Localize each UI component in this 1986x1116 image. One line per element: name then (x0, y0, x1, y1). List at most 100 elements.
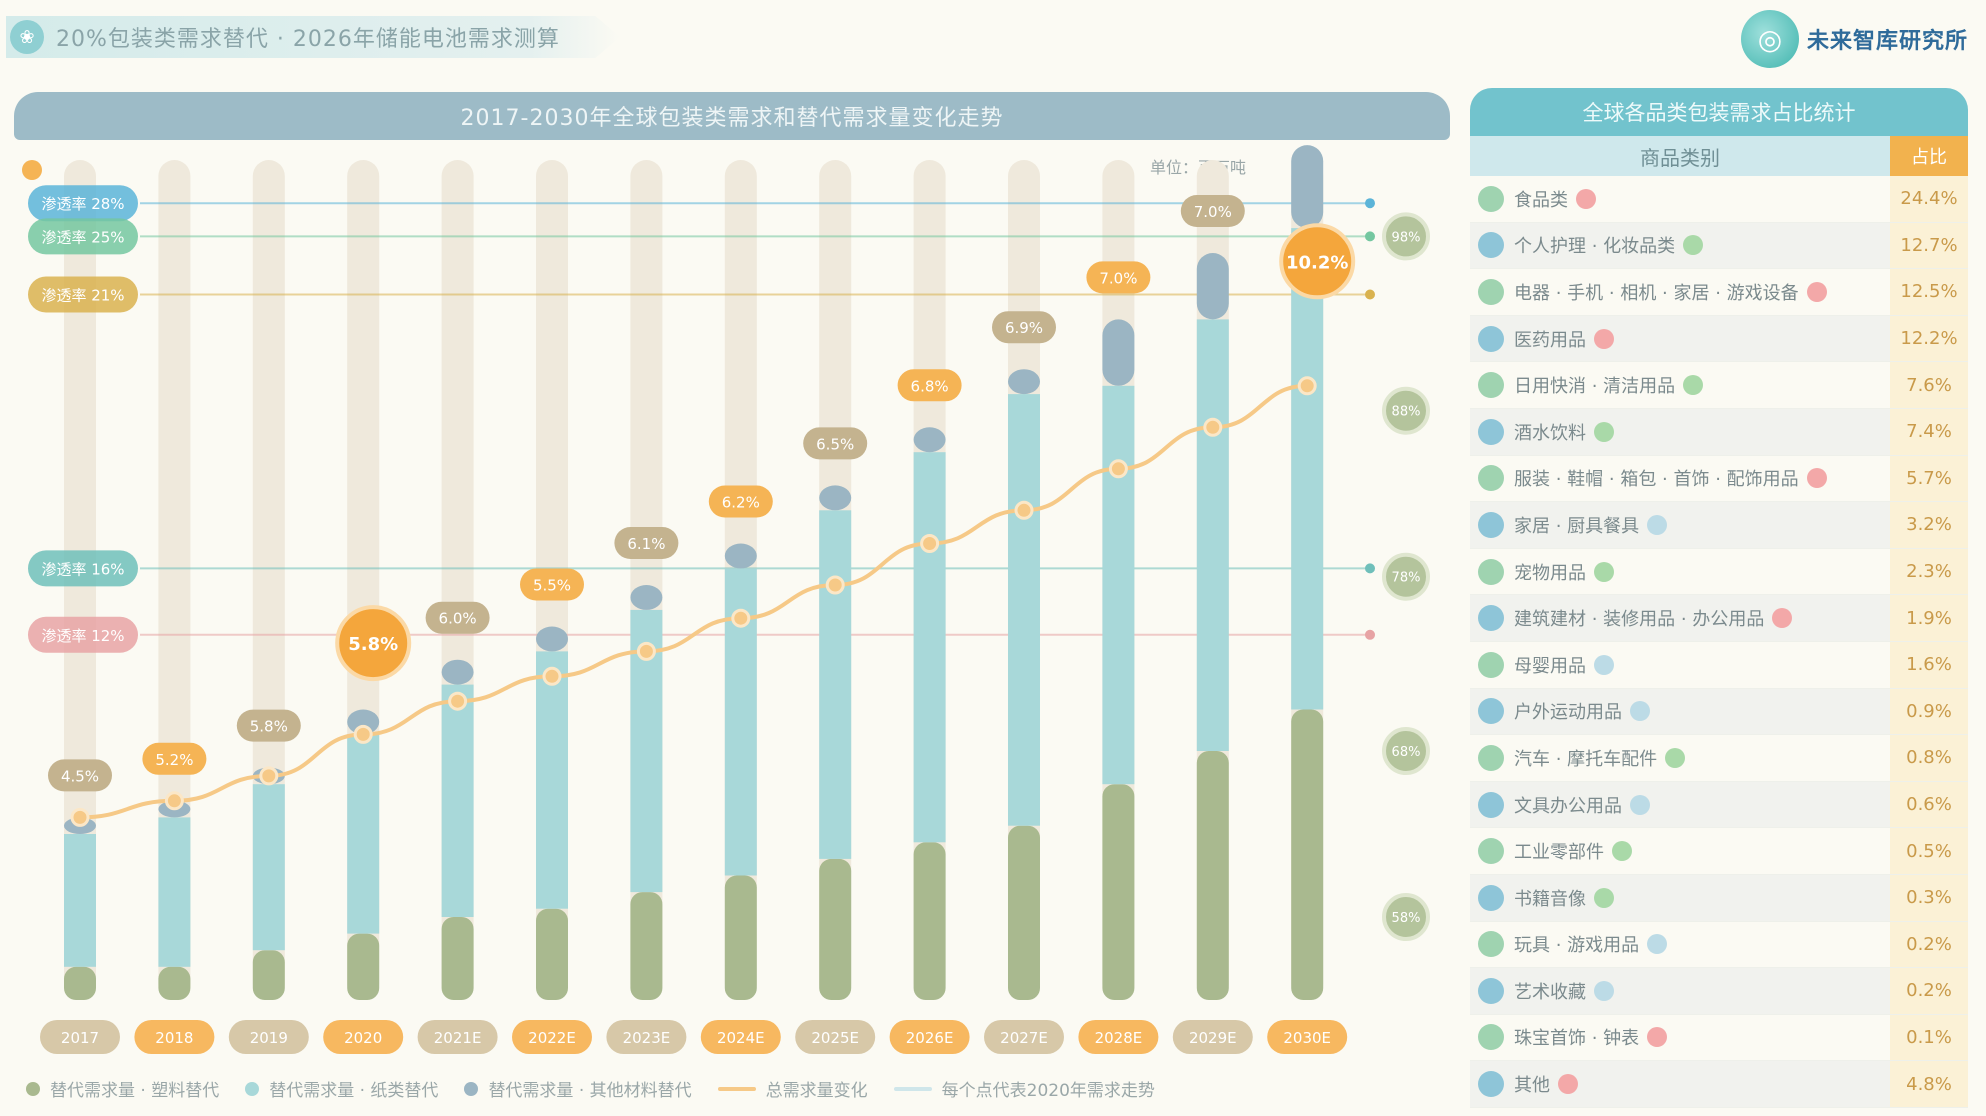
category-label: 2021E (434, 1029, 482, 1047)
data-label-pill (1180, 195, 1245, 227)
row-category: 宠物用品 (1514, 559, 1890, 585)
line-point (1108, 459, 1128, 479)
row-value: 1.6% (1890, 641, 1968, 688)
data-label: 6.2% (722, 494, 760, 512)
row-category-label: 艺术收藏 (1514, 981, 1586, 1003)
row-category-label: 汽车 · 摩托车配件 (1514, 748, 1658, 770)
category-pill (889, 1020, 970, 1054)
header-title: 20%包装类需求替代 · 2026年储能电池需求测算 (56, 27, 560, 52)
trend-tag-icon (1772, 608, 1793, 629)
line-point (636, 641, 656, 661)
table-row: 建筑建材 · 装修用品 · 办公用品 1.9% (1470, 595, 1968, 642)
right-marker-label: 58% (1392, 911, 1421, 926)
trend-tag-icon (1647, 1027, 1668, 1048)
data-label-pill (425, 601, 490, 634)
category-pill (1172, 1020, 1253, 1054)
line-point (731, 608, 751, 628)
row-value: 7.4% (1890, 408, 1968, 455)
leaf-icon: ❀ (10, 20, 44, 54)
legend-swatch (717, 1086, 756, 1091)
row-value: 0.2% (1890, 968, 1968, 1014)
reference-pill (28, 185, 138, 222)
chart-title: 2017-2030年全球包装类需求和替代需求量变化走势 (14, 92, 1450, 140)
row-category: 食品类 (1514, 186, 1890, 212)
row-category: 其他 (1514, 1071, 1890, 1097)
right-marker (1382, 552, 1430, 601)
table-row: 日用快消 · 清洁用品 7.6% (1470, 362, 1968, 409)
reference-label: 渗透率 12% (41, 627, 124, 645)
legend-item: 替代需求量 · 塑料替代 (26, 1076, 219, 1101)
bar-segment (724, 875, 757, 1000)
category-label: 2025E (811, 1029, 859, 1047)
brand: ◎ 未来智库研究所 (1740, 10, 1968, 68)
data-label-pill (992, 311, 1056, 344)
category-pill (606, 1020, 687, 1054)
bar-segment (630, 585, 663, 610)
row-category: 玩具 · 游戏用品 (1514, 931, 1890, 957)
row-category-label: 酒水饮料 (1514, 422, 1586, 444)
reference-label: 渗透率 25% (41, 228, 124, 246)
legend-item: 替代需求量 · 纸类替代 (245, 1076, 438, 1101)
row-bullet-icon (1478, 465, 1504, 492)
bar-segment (64, 966, 96, 1000)
category-pill (417, 1020, 498, 1054)
line-point (1297, 376, 1317, 396)
trend-tag-icon (1594, 561, 1614, 582)
row-value: 1.9% (1890, 595, 1968, 641)
bar-segment (1102, 319, 1135, 386)
category-pill (1267, 1020, 1348, 1054)
bar-segment (1008, 394, 1040, 826)
data-label: 7.0% (1194, 203, 1232, 221)
row-category: 个人护理 · 化妆品类 (1514, 232, 1890, 258)
row-category: 医药用品 (1514, 326, 1890, 352)
table-row: 宠物用品 2.3% (1470, 548, 1968, 596)
bar-segment (252, 784, 285, 951)
bar-track (158, 160, 191, 1000)
category-label: 2030E (1283, 1029, 1331, 1047)
legend-swatch (245, 1081, 260, 1096)
table-row: 艺术收藏 0.2% (1470, 968, 1968, 1015)
table-row: 其他 4.8% (1470, 1061, 1968, 1108)
data-label-pill (897, 369, 962, 402)
row-category-label: 服装 · 鞋帽 · 箱包 · 首饰 · 配饰用品 (1514, 469, 1799, 491)
category-pill (228, 1020, 309, 1054)
legend-item: 总需求量变化 (717, 1076, 868, 1101)
row-bullet-icon (1478, 931, 1504, 958)
row-value: 3.2% (1890, 502, 1968, 548)
trend-tag-icon (1558, 1074, 1578, 1095)
legend-label: 替代需求量 · 其他材料替代 (488, 1081, 692, 1101)
trend-tag-icon (1630, 701, 1650, 722)
bar-segment (819, 485, 852, 511)
row-bullet-icon (1478, 325, 1504, 352)
row-value: 4.8% (1890, 1061, 1968, 1107)
row-value: 24.4% (1890, 176, 1968, 222)
category-pill (40, 1020, 120, 1054)
trend-tag-icon (1647, 514, 1668, 535)
table-row: 家居 · 厨具餐具 3.2% (1470, 502, 1968, 549)
row-category: 家居 · 厨具餐具 (1514, 512, 1890, 538)
bar-segment (1196, 319, 1229, 751)
data-label-pill (803, 427, 868, 460)
table-row: 户外运动用品 0.9% (1470, 688, 1968, 736)
row-bullet-icon (1478, 651, 1504, 678)
highlight-bubble (335, 605, 412, 682)
line-point (448, 691, 468, 711)
bar-segment (724, 543, 757, 569)
data-label: 6.1% (627, 535, 665, 553)
category-pill (700, 1020, 781, 1054)
trend-tag-icon (1665, 747, 1686, 768)
data-label: 6.9% (1005, 319, 1043, 337)
row-category: 艺术收藏 (1514, 978, 1890, 1004)
row-bullet-icon (1478, 372, 1504, 399)
row-category-label: 食品类 (1514, 189, 1568, 211)
row-category-label: 玩具 · 游戏用品 (1514, 935, 1640, 957)
data-label: 6.8% (911, 377, 949, 395)
category-pill (323, 1020, 404, 1054)
side-table-header: 商品类别 占比 (1470, 136, 1968, 176)
row-category-label: 电器 · 手机 · 相机 · 家居 · 游戏设备 (1514, 282, 1799, 304)
reference-label: 渗透率 21% (41, 287, 124, 305)
row-category-label: 宠物用品 (1514, 562, 1586, 584)
row-value: 0.3% (1890, 874, 1968, 921)
table-row: 文具办公用品 0.6% (1470, 781, 1968, 829)
data-label-pill (708, 485, 773, 518)
